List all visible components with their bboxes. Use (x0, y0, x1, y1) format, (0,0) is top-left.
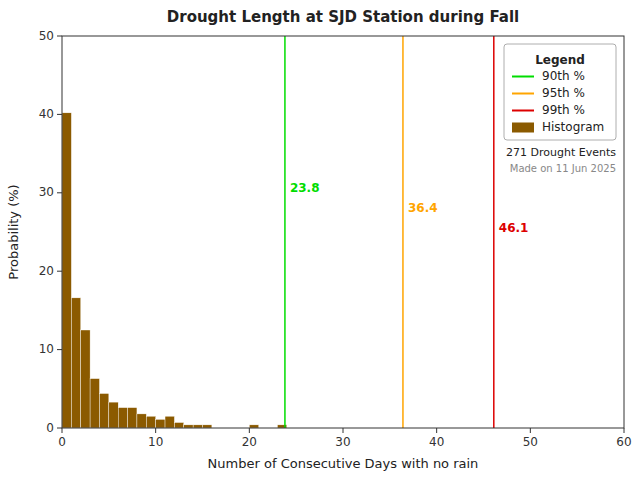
y-tick-label: 50 (39, 29, 54, 43)
y-tick-label: 40 (39, 107, 54, 121)
percentile-label: 23.8 (290, 181, 320, 195)
legend-swatch (512, 110, 534, 112)
y-tick (57, 192, 62, 193)
histogram-bar (118, 408, 127, 428)
legend-entry: Histogram (542, 120, 604, 134)
x-tick-label: 50 (523, 435, 538, 449)
x-tick-label: 60 (616, 435, 631, 449)
x-tick (62, 428, 63, 433)
y-tick-label: 0 (46, 421, 54, 435)
chart: 23.8 36.4 46.1 0 10 20 30 40 50 60 0 10 20 30 40 50 Drou… (0, 0, 640, 480)
percentile-line (402, 36, 404, 428)
plot-area (62, 36, 494, 428)
percentile-labels: 23.8 36.4 46.1 (290, 181, 528, 234)
x-tick (624, 428, 625, 433)
x-tick-label: 0 (58, 435, 66, 449)
histogram-bar (128, 408, 137, 428)
y-tick (57, 349, 62, 350)
legend: Legend 90th % 95th % 99th % Histogram (504, 44, 616, 140)
legend-swatch (512, 76, 534, 78)
y-tick-label: 30 (39, 185, 54, 199)
x-axis-label: Number of Consecutive Days with no rain (208, 456, 479, 471)
histogram-bar (62, 113, 71, 428)
histogram-bar (156, 419, 165, 428)
histogram-bar (99, 394, 108, 428)
x-tick-label: 20 (242, 435, 257, 449)
x-tick (155, 428, 156, 433)
x-tick-label: 40 (429, 435, 444, 449)
y-tick-label: 20 (39, 264, 54, 278)
plot-frame (62, 36, 624, 428)
legend-entry: 90th % (542, 69, 585, 83)
x-tick (249, 428, 250, 433)
x-tick (343, 428, 344, 433)
percentile-label: 46.1 (499, 221, 529, 235)
legend-swatch (512, 123, 534, 133)
legend-title: Legend (535, 53, 585, 67)
legend-frame (504, 44, 616, 140)
legend-entry: 99th % (542, 103, 585, 117)
histogram-bar (71, 298, 80, 428)
percentile-line (493, 36, 495, 428)
y-tick (57, 114, 62, 115)
x-tick (530, 428, 531, 433)
x-tick (436, 428, 437, 433)
annotation: Made on 11 Jun 2025 (510, 163, 616, 174)
y-tick-label: 10 (39, 342, 54, 356)
histogram-bar (174, 423, 183, 428)
histogram-bar (146, 416, 155, 428)
percentile-line (284, 36, 286, 428)
y-axis-label: Probability (%) (6, 184, 21, 279)
annotation: 271 Drought Events (506, 146, 616, 159)
chart-title: Drought Length at SJD Station during Fal… (167, 8, 519, 26)
y-tick (57, 428, 62, 429)
x-tick-label: 30 (335, 435, 350, 449)
histogram-bar (90, 379, 99, 428)
y-tick (57, 271, 62, 272)
histogram-bar (165, 416, 174, 428)
histogram-bar (137, 414, 146, 428)
legend-swatch (512, 93, 534, 95)
x-tick-label: 10 (148, 435, 163, 449)
histogram-bar (109, 402, 118, 428)
legend-entry: 95th % (542, 86, 585, 100)
y-tick (57, 36, 62, 37)
histogram-bar (81, 330, 90, 428)
percentile-label: 36.4 (408, 201, 438, 215)
